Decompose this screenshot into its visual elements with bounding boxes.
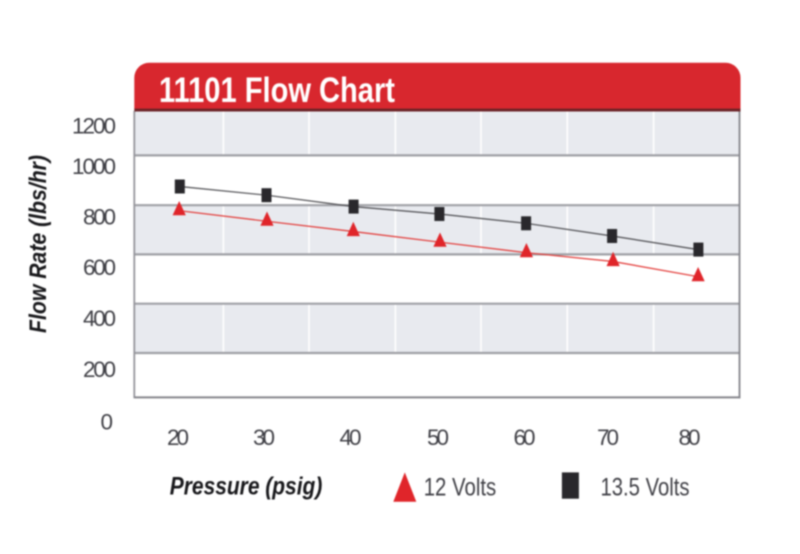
svg-text:Pressure (psig): Pressure (psig): [170, 473, 322, 501]
svg-text:1200: 1200: [72, 114, 116, 139]
svg-text:0: 0: [100, 410, 113, 435]
svg-text:11101 Flow Chart: 11101 Flow Chart: [159, 71, 395, 110]
svg-text:50: 50: [427, 425, 449, 450]
svg-text:70: 70: [597, 425, 619, 450]
svg-text:600: 600: [83, 255, 116, 280]
svg-text:30: 30: [253, 425, 275, 450]
svg-text:200: 200: [83, 357, 116, 382]
svg-text:60: 60: [514, 425, 536, 450]
svg-text:1000: 1000: [72, 154, 116, 179]
svg-text:13.5 Volts: 13.5 Volts: [601, 474, 690, 502]
svg-text:12 Volts: 12 Volts: [424, 474, 497, 502]
svg-text:400: 400: [83, 306, 116, 331]
svg-text:800: 800: [83, 205, 116, 230]
svg-text:Flow Rate (lbs/hr): Flow Rate (lbs/hr): [25, 155, 52, 333]
svg-text:40: 40: [340, 425, 362, 450]
svg-text:80: 80: [679, 425, 701, 450]
svg-text:20: 20: [167, 425, 189, 450]
